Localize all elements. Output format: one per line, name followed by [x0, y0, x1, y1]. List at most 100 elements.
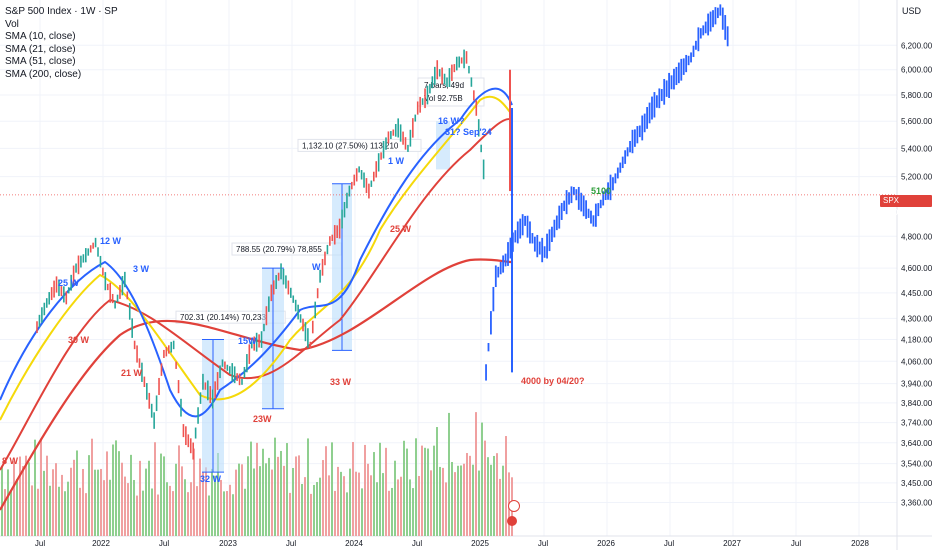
volume-bar: [211, 468, 213, 536]
y-tick-label: 4,800.00: [901, 232, 932, 241]
volume-bar: [505, 436, 507, 536]
indicator-sma200[interactable]: SMA (200, close): [5, 68, 82, 80]
volume-bar: [286, 443, 288, 536]
volume-bar: [244, 488, 246, 536]
annotation-label: 32 W: [200, 474, 222, 484]
volume-bar: [154, 442, 156, 536]
volume-bar: [412, 488, 414, 536]
volume-bar: [448, 412, 450, 536]
volume-bar: [31, 485, 33, 536]
volume-bar: [223, 491, 225, 536]
volume-bar: [232, 494, 234, 536]
volume-bar: [187, 492, 189, 536]
x-tick-label: Jul: [286, 539, 296, 548]
volume-bar: [355, 471, 357, 536]
volume-bar: [472, 464, 474, 536]
volume-bar: [442, 467, 444, 536]
volume-bar: [415, 438, 417, 536]
volume-bar: [169, 485, 171, 536]
volume-bar: [166, 482, 168, 536]
annotation-label: 21 W: [121, 368, 143, 378]
volume-bar: [388, 490, 390, 536]
bars-info-label: 7 bars, 49d: [424, 81, 464, 90]
volume-bar: [277, 456, 279, 536]
indicator-vol[interactable]: Vol: [5, 18, 19, 30]
annotation-label: 25 W: [58, 278, 80, 288]
volume-bar: [64, 491, 66, 536]
volume-bar: [127, 483, 129, 536]
volume-bar: [34, 439, 36, 536]
indicator-sma10[interactable]: SMA (10, close): [5, 31, 76, 42]
currency-label[interactable]: USD: [902, 6, 922, 16]
volume-bar: [52, 469, 54, 536]
volume-bar: [445, 482, 447, 536]
x-tick-label: 2023: [219, 539, 237, 548]
y-tick-label: 5,200.00: [901, 173, 932, 182]
volume-bar: [124, 476, 126, 536]
volume-bar: [94, 469, 96, 536]
volume-bar: [307, 438, 309, 536]
y-tick-label: 3,940.00: [901, 380, 932, 389]
y-tick-label: 5,600.00: [901, 117, 932, 126]
volume-bar: [133, 479, 135, 536]
volume-bar: [295, 456, 297, 536]
volume-bar: [496, 453, 498, 536]
volume-bar: [364, 444, 366, 536]
y-tick-label: 3,360.00: [901, 499, 932, 508]
volume-bar: [148, 460, 150, 536]
annotation-label: 23W: [253, 414, 272, 424]
volume-bar: [328, 475, 330, 536]
volume-bars: [1, 412, 513, 536]
volume-bar: [319, 477, 321, 536]
volume-bar: [157, 494, 159, 536]
last-price-value: 5,074.09: [887, 208, 919, 217]
volume-bar: [394, 460, 396, 536]
volume-bar: [10, 491, 12, 536]
sma21-line: [0, 95, 513, 421]
volume-bar: [490, 464, 492, 536]
volume-bar: [13, 460, 15, 536]
volume-bar: [478, 470, 480, 536]
volume-bar: [376, 482, 378, 536]
volume-bar: [112, 444, 114, 536]
volume-bar: [196, 486, 198, 536]
volume-bar: [466, 453, 468, 536]
last-price-symbol: SPX: [883, 196, 900, 205]
volume-bar: [343, 476, 345, 536]
us-flag-icon[interactable]: [507, 516, 517, 526]
volume-bar: [226, 491, 228, 536]
annotation-label: 16 W?: [438, 116, 465, 126]
volume-bar: [199, 458, 201, 536]
symbol-title[interactable]: S&P 500 Index · 1W · SP: [5, 6, 118, 17]
x-tick-label: 2025: [471, 539, 489, 548]
volume-bar: [457, 465, 459, 536]
indicator-sma21[interactable]: SMA (21, close): [5, 43, 76, 55]
volume-bar: [460, 465, 462, 536]
x-axis: Jul 2022 Jul 2023 Jul 2024 Jul 2025 Jul 2026 Jul 20…: [35, 539, 870, 548]
volume-bar: [370, 475, 372, 536]
volume-bar: [91, 438, 93, 536]
sma10-line: [0, 87, 513, 418]
price-bars: [36, 49, 485, 460]
y-tick-label: 4,060.00: [901, 357, 932, 366]
flash-icon[interactable]: [508, 500, 520, 512]
volume-bar: [67, 481, 69, 536]
annotations: 25 W 12 W 3 W 30 W 21 W 8 W 32 W 15W 23W W 33 W 25 …: [2, 116, 611, 484]
moving-averages: [0, 87, 513, 511]
x-tick-label: Jul: [791, 539, 801, 548]
projection-bars: [485, 4, 729, 381]
volume-bar: [403, 440, 405, 536]
volume-bar: [382, 473, 384, 536]
volume-bar: [289, 492, 291, 536]
volume-bar: [271, 469, 273, 536]
volume-bar: [361, 488, 363, 536]
x-tick-label: 2024: [345, 539, 363, 548]
volume-bar: [4, 489, 6, 536]
volume-bar: [310, 493, 312, 536]
indicator-sma51[interactable]: SMA (51, close): [5, 56, 76, 67]
volume-bar: [274, 437, 276, 536]
annotation-label: 12 W: [100, 236, 122, 246]
volume-bar: [400, 476, 402, 536]
volume-bar: [331, 442, 333, 536]
